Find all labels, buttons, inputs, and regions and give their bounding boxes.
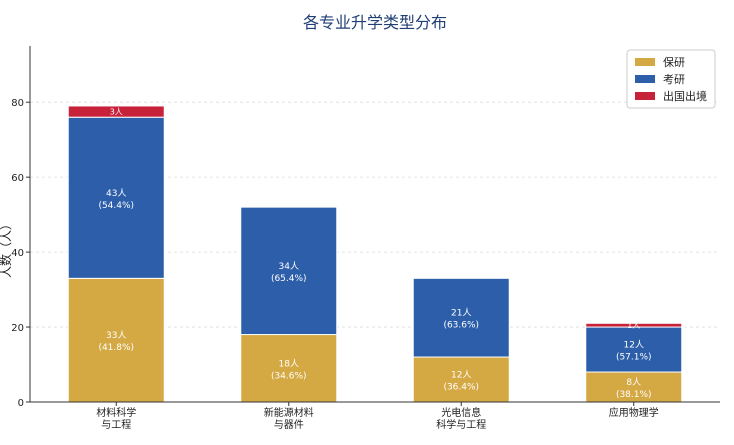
bar-label-2-series-1: 18人 (279, 358, 299, 369)
y-tick-label-0: 0 (18, 398, 24, 409)
bar-pct-label-2-series-2: (65.4%) (271, 274, 307, 284)
bar-pct-label-4-series-2: (57.1%) (616, 353, 652, 363)
x-tick-label-2-line-2: 与器件 (274, 419, 304, 431)
bar-4-series-1 (585, 371, 683, 403)
bar-label-1-series-2: 43人 (106, 188, 126, 199)
bar-pct-label-2-series-1: (34.6%) (271, 371, 307, 381)
chart-title: 各专业升学类型分布 (303, 13, 447, 32)
legend-label-2: 考研 (663, 73, 685, 86)
y-tick-label-20: 20 (11, 323, 24, 334)
bar-pct-label-3-series-1: (36.4%) (443, 383, 479, 393)
y-tick-label-40: 40 (11, 248, 24, 259)
bar-label-3-series-2: 21人 (451, 308, 471, 319)
bar-pct-label-4-series-1: (38.1%) (616, 390, 652, 400)
x-tick-label-1-line-2: 与工程 (101, 419, 131, 431)
bar-label-3-series-1: 12人 (451, 370, 471, 381)
bar-label-2-series-2: 34人 (279, 261, 299, 272)
y-tick-label-60: 60 (11, 173, 24, 184)
y-axis-label: 人数（人） (0, 218, 13, 278)
legend-swatch-3 (635, 92, 655, 100)
y-tick-label-80: 80 (11, 98, 24, 109)
x-tick-label-3-line-1: 光电信息 (441, 406, 481, 419)
x-tick-label-3-line-2: 科学与工程 (436, 418, 486, 431)
legend-label-1: 保研 (663, 55, 685, 69)
bar-1-series-1 (67, 277, 165, 403)
x-tick-label-1-line-1: 材料科学 (96, 406, 136, 419)
bar-2-series-2 (240, 206, 338, 336)
legend-label-3: 出国出境 (663, 89, 707, 103)
bar-label-1-series-3: 3人 (110, 108, 123, 117)
bar-1-series-3 (67, 105, 165, 118)
bar-pct-label-1-series-2: (54.4%) (98, 201, 134, 211)
bar-pct-label-1-series-1: (41.8%) (98, 343, 134, 353)
bar-labels-group: 33人 (41.8%) 43人 (54.4%) 3人 18人 (34.6%) 34人 (65.4… (98, 108, 651, 400)
bar-label-1-series-1: 33人 (106, 330, 126, 341)
bar-4-series-2 (585, 326, 683, 373)
bar-3-series-2 (412, 277, 510, 358)
bar-label-4-series-1: 8人 (626, 377, 641, 388)
x-tick-label-2-line-1: 新能源材料 (264, 406, 314, 419)
bar-4-series-3 (585, 322, 683, 328)
bars-group (67, 105, 683, 403)
bar-3-series-1 (412, 356, 510, 403)
bar-label-4-series-2: 12人 (624, 340, 644, 351)
legend-swatch-1 (635, 58, 655, 66)
bar-label-4-series-3: 1人 (627, 321, 640, 330)
bar-pct-label-3-series-2: (63.6%) (443, 321, 479, 331)
bar-2-series-1 (240, 334, 338, 403)
x-tick-label-4-line-1: 应用物理学 (609, 406, 659, 419)
legend-swatch-2 (635, 75, 655, 83)
